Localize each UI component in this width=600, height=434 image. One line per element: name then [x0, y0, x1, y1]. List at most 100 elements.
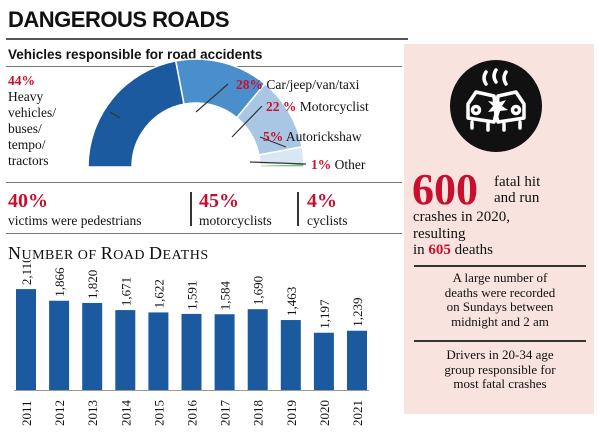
bar-category-label: 2015: [151, 400, 166, 426]
bar-value-label: 1,591: [185, 281, 200, 310]
note-line: on Sundays between: [446, 299, 554, 314]
stat-line: in 605 deaths: [413, 242, 510, 259]
leader-line: [231, 105, 263, 138]
road-deaths-bar-chart: 2,110 2011 1,866 2012 1,820 2013 1,671 2014 1,62…: [14, 260, 369, 427]
leader-line: [259, 136, 287, 148]
bar-value-label: 1,584: [218, 280, 233, 310]
victim-pct: 4%: [307, 190, 337, 212]
auto-text: Autorickshaw: [285, 129, 362, 144]
bar-value-label: 1,239: [350, 297, 365, 326]
bar-category-label: 2017: [218, 400, 233, 427]
header-bar: [6, 6, 408, 40]
bar-2019: [280, 320, 301, 390]
moto-pct: 22 %: [266, 99, 297, 114]
divider: [414, 340, 586, 342]
note-line: group responsible for: [444, 361, 556, 377]
bar-value-label: 1,690: [251, 276, 266, 305]
victim-stat-motorcyclists: 45% motorcyclists: [199, 190, 272, 229]
bar-2016: [181, 313, 202, 390]
bar-value-label: 1,622: [151, 279, 166, 308]
bar-category-label: 2016: [185, 400, 200, 427]
bar-2018: [247, 309, 268, 390]
stat-line: and run: [494, 190, 540, 206]
donut-subtitle: Vehicles responsible for road accidents: [8, 47, 263, 62]
note-line: most fatal crashes: [453, 376, 547, 391]
bar-value-label: 1,820: [85, 270, 100, 299]
divider: [6, 182, 402, 183]
heavy-line: tempo/: [8, 137, 46, 152]
bar-category-label: 2018: [251, 400, 266, 426]
bar-2020: [313, 332, 334, 390]
bar-category-label: 2013: [85, 400, 100, 426]
title-part: UMBER OF: [21, 248, 101, 263]
bar-2011: [16, 289, 36, 390]
victim-pct: 40%: [8, 190, 48, 212]
bar-value-label: 1,197: [317, 299, 332, 329]
victim-label: cyclists: [307, 213, 348, 228]
stat-big-number: 600: [412, 165, 478, 214]
stat-line: fatal hit: [494, 174, 541, 190]
stat-text-continued: crashes in 2020, resulting in 605 deaths: [413, 209, 510, 259]
note-line: midnight and 2 am: [451, 313, 549, 329]
victim-stat-cyclists: 4% cyclists: [307, 190, 348, 229]
title-part: N: [8, 243, 22, 263]
auto-label: 5% Autorickshaw: [263, 129, 362, 145]
title-part: D: [149, 243, 163, 263]
auto-pct: 5%: [263, 129, 284, 144]
heavy-label: 44% Heavy vehicles/ buses/ tempo/ tracto…: [8, 73, 56, 169]
divider: [6, 233, 402, 234]
heavy-line: vehicles/: [8, 105, 56, 120]
bar-2012: [49, 300, 70, 390]
title-part: R: [100, 243, 114, 263]
victim-pct: 45%: [199, 190, 239, 212]
note-line: A large number of: [452, 270, 548, 285]
title-part: EATHS: [162, 248, 209, 263]
car-label: 28% Car/jeep/van/taxi: [236, 77, 359, 93]
bar-2017: [214, 314, 235, 390]
stat-deaths-number: 605: [428, 242, 451, 258]
note-line: Drivers in 20-34 age: [446, 347, 554, 362]
bar-2014: [115, 310, 136, 390]
other-label: 1% Other: [311, 157, 365, 173]
car-text: Car/jeep/van/taxi: [266, 77, 360, 92]
divider: [414, 265, 586, 267]
title-part: OAD: [113, 248, 150, 263]
car-crash-icon: [450, 60, 542, 152]
victim-label: victims were pedestrians: [8, 213, 142, 228]
heavy-line: buses/: [8, 121, 42, 136]
bar-value-label: 2,110: [19, 260, 34, 285]
note-line: deaths were recorded: [444, 284, 556, 300]
stat-line: crashes in 2020,: [413, 209, 511, 225]
stat-part: in: [413, 242, 429, 258]
heavy-line: tractors: [8, 153, 49, 168]
bar-2013: [82, 302, 103, 390]
note-drivers: Drivers in 20-34 age group responsible f…: [410, 347, 590, 392]
moto-label: 22 % Motorcyclist: [266, 99, 369, 115]
victim-stat-pedestrians: 40% victims were pedestrians: [8, 190, 141, 229]
bar-value-label: 1,866: [52, 267, 67, 297]
bar-2021: [347, 330, 367, 390]
note-sundays: A large number of deaths were recorded o…: [410, 270, 590, 329]
leader-line: [195, 83, 229, 113]
bar-2015: [148, 312, 169, 390]
heavy-line: Heavy: [8, 89, 44, 104]
victim-label: motorcyclists: [199, 213, 272, 228]
bar-category-label: 2011: [19, 400, 34, 426]
bar-value-label: 1,671: [118, 277, 133, 306]
deaths-chart-title: NUMBER OF ROAD DEATHS: [8, 243, 209, 264]
bar-category-label: 2019: [284, 400, 299, 426]
slice-other: [259, 162, 305, 168]
divider-vertical: [190, 192, 192, 226]
stat-text: fatal hit and run: [494, 174, 540, 206]
leader-line: [109, 111, 121, 119]
bar-category-label: 2020: [317, 400, 332, 426]
bar-value-label: 1,463: [284, 287, 299, 316]
car-pct: 28%: [236, 77, 263, 92]
other-pct: 1%: [311, 157, 332, 172]
bar-category-label: 2014: [118, 400, 133, 427]
page-title: DANGEROUS ROADS: [8, 7, 230, 32]
bar-category-label: 2021: [350, 400, 365, 426]
slice-heavy: [87, 60, 185, 168]
leader-line: [249, 161, 307, 165]
bar-category-label: 2012: [52, 400, 67, 426]
